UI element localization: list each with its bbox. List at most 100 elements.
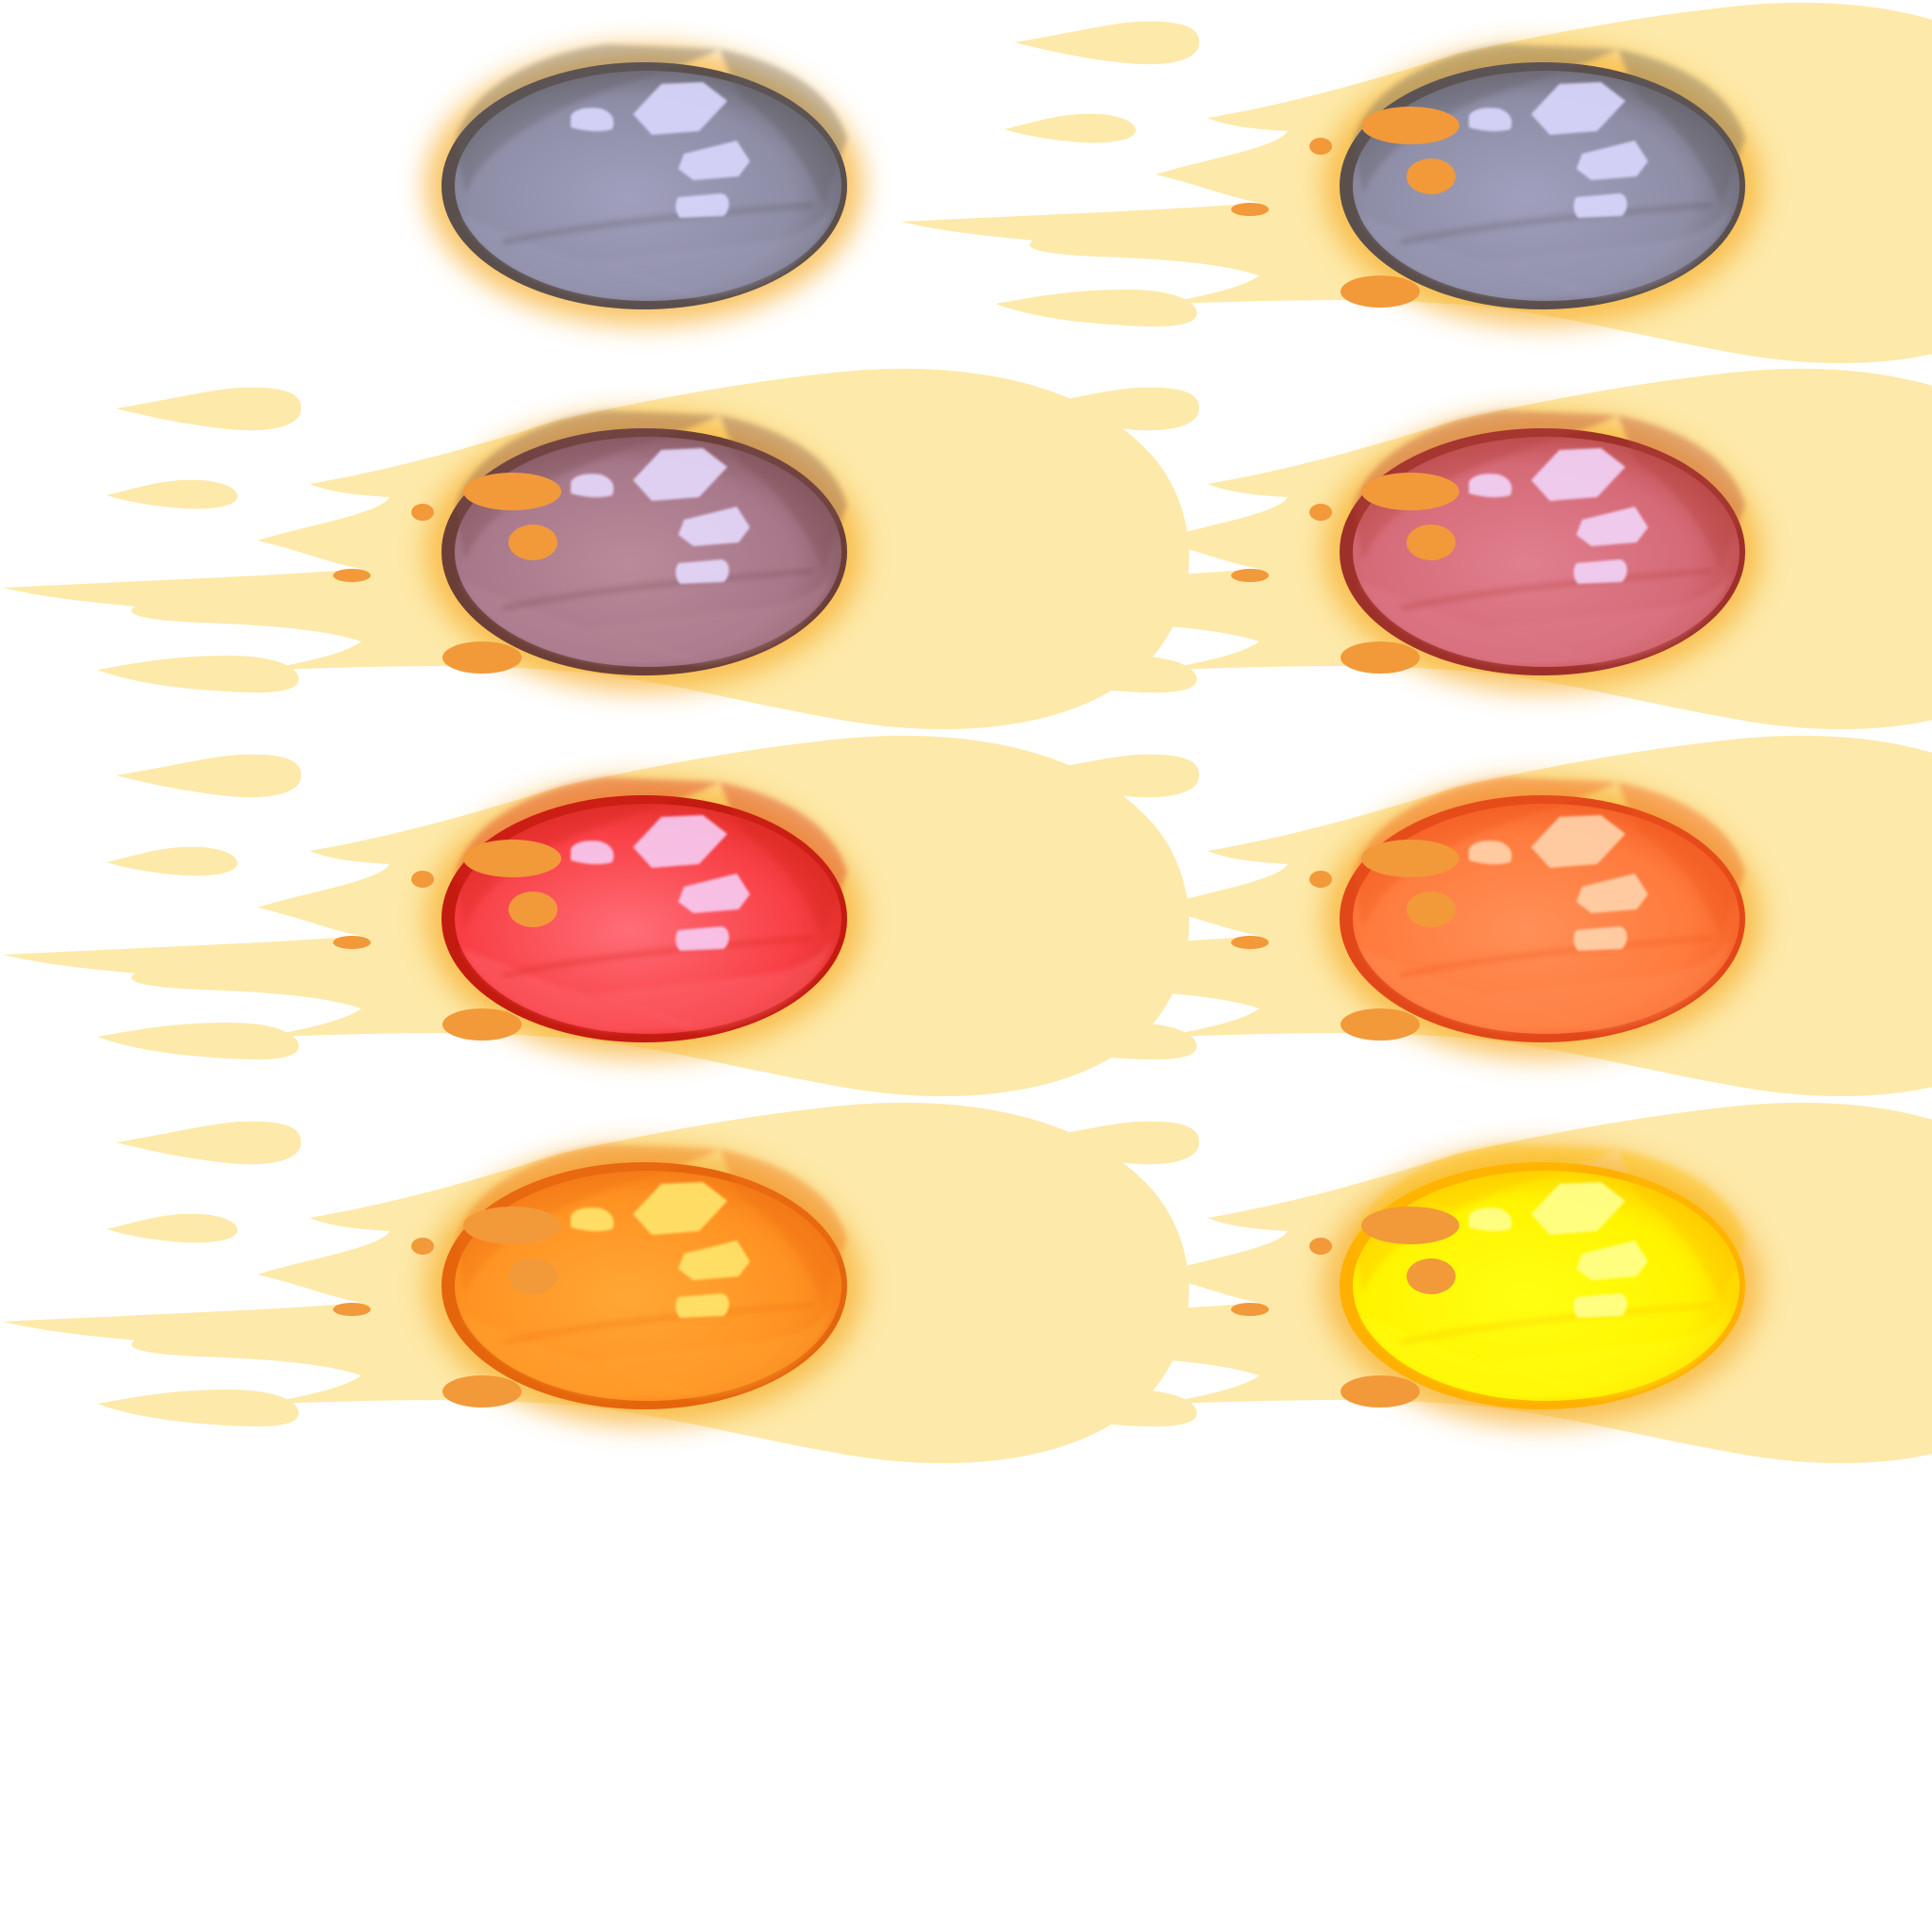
ember bbox=[1407, 525, 1456, 560]
meteor-highlight bbox=[1531, 82, 1625, 135]
meteor-highlight bbox=[1576, 507, 1648, 546]
ember bbox=[1231, 203, 1269, 216]
ember bbox=[1407, 891, 1456, 927]
meteor-highlight bbox=[1574, 193, 1627, 218]
ember bbox=[1361, 107, 1459, 144]
flame-wisp bbox=[1014, 387, 1200, 431]
flame-wisp bbox=[1014, 754, 1200, 798]
crystal-facet bbox=[1486, 571, 1731, 665]
ember bbox=[1231, 1303, 1269, 1316]
ember bbox=[1341, 1008, 1420, 1041]
meteor-highlight bbox=[1531, 815, 1625, 868]
gray-meteor-flying bbox=[901, 2, 1932, 363]
facet-edge bbox=[502, 202, 815, 245]
meteor-highlight bbox=[1576, 874, 1648, 913]
coral-meteor-flying bbox=[901, 735, 1932, 1096]
meteor-highlight bbox=[633, 815, 727, 868]
flame-wisp bbox=[1005, 113, 1136, 143]
meteor-highlight bbox=[571, 1208, 614, 1232]
crystal-facet bbox=[588, 1305, 833, 1399]
ember bbox=[463, 1207, 561, 1244]
red-meteor-flying bbox=[3, 735, 1190, 1096]
flame-wisp bbox=[97, 656, 299, 693]
crystal-facet bbox=[720, 415, 847, 571]
flame-wisp bbox=[107, 1213, 238, 1243]
meteor-body bbox=[455, 71, 841, 301]
ember bbox=[463, 473, 561, 510]
flame-wisp bbox=[995, 1023, 1197, 1060]
facet-edge bbox=[502, 1302, 815, 1345]
flame-wisp bbox=[995, 1390, 1197, 1427]
crystal-facet bbox=[720, 1149, 847, 1305]
crystal-facet bbox=[1618, 1149, 1745, 1305]
facet-edge bbox=[502, 568, 815, 611]
meteor-highlight bbox=[678, 141, 750, 180]
ember bbox=[411, 504, 434, 521]
yellow-meteor-flying bbox=[901, 1102, 1932, 1463]
meteor-highlight bbox=[1574, 559, 1627, 584]
facet-edge bbox=[1400, 935, 1713, 978]
ember bbox=[1407, 1258, 1456, 1294]
ember bbox=[508, 891, 558, 927]
ember bbox=[1341, 641, 1420, 674]
meteor-highlight bbox=[1469, 1208, 1512, 1232]
meteor-highlight bbox=[678, 874, 750, 913]
ember bbox=[411, 871, 434, 888]
ember bbox=[442, 641, 522, 674]
meteor-highlight bbox=[675, 559, 729, 584]
meteor-highlight bbox=[675, 193, 729, 218]
crystal-facet bbox=[1618, 49, 1745, 205]
meteor-highlight bbox=[678, 1241, 750, 1280]
crystal-facet bbox=[588, 571, 833, 665]
crystal-facet bbox=[1618, 415, 1745, 571]
crystal-facet bbox=[1486, 1305, 1731, 1399]
facet-edge bbox=[502, 935, 815, 978]
meteor-highlight bbox=[1574, 1293, 1627, 1318]
flame-wisp bbox=[1005, 846, 1136, 876]
meteor-highlight bbox=[1469, 474, 1512, 498]
ember bbox=[508, 1258, 558, 1294]
flame-wisp bbox=[116, 754, 302, 798]
orange-meteor-flying bbox=[3, 1102, 1190, 1463]
crystal-facet bbox=[720, 782, 847, 938]
sprite-grid bbox=[3, 2, 1932, 1463]
ember bbox=[333, 1303, 371, 1316]
crystal-facet bbox=[456, 777, 720, 928]
ember bbox=[1231, 936, 1269, 949]
meteor-highlight bbox=[571, 108, 614, 132]
flame-wisp bbox=[995, 656, 1197, 693]
meteor-highlight bbox=[675, 1293, 729, 1318]
meteor-highlight bbox=[571, 474, 614, 498]
crystal-facet bbox=[456, 410, 720, 561]
crystal-facet bbox=[1354, 777, 1618, 928]
ember bbox=[1341, 275, 1420, 308]
meteor-highlight bbox=[1574, 926, 1627, 951]
rose-meteor-flying bbox=[901, 368, 1932, 729]
crystal-facet bbox=[1354, 410, 1618, 561]
ember bbox=[442, 1375, 522, 1407]
flame-wisp bbox=[116, 387, 302, 431]
mauve-meteor-flying bbox=[3, 368, 1190, 729]
ember bbox=[1361, 473, 1459, 510]
crystal-facet bbox=[1354, 44, 1618, 195]
meteor-highlight bbox=[1469, 108, 1512, 132]
crystal-facet bbox=[588, 938, 833, 1032]
ember bbox=[508, 525, 558, 560]
flame-wisp bbox=[1014, 1121, 1200, 1165]
crystal-facet bbox=[1486, 938, 1731, 1032]
ember bbox=[1407, 158, 1456, 194]
crystal-facet bbox=[1618, 782, 1745, 938]
meteor-highlight bbox=[633, 448, 727, 501]
flame-wisp bbox=[97, 1390, 299, 1427]
meteor-highlight bbox=[571, 841, 614, 865]
facet-edge bbox=[1400, 1302, 1713, 1345]
ember bbox=[1309, 871, 1332, 888]
meteor-highlight bbox=[675, 926, 729, 951]
gray-meteor-static bbox=[425, 44, 863, 325]
meteor-highlight bbox=[1469, 841, 1512, 865]
ember bbox=[411, 1238, 434, 1255]
crystal-facet bbox=[1354, 1144, 1618, 1295]
crystal-facet bbox=[720, 49, 847, 205]
crystal-facet bbox=[588, 205, 833, 299]
